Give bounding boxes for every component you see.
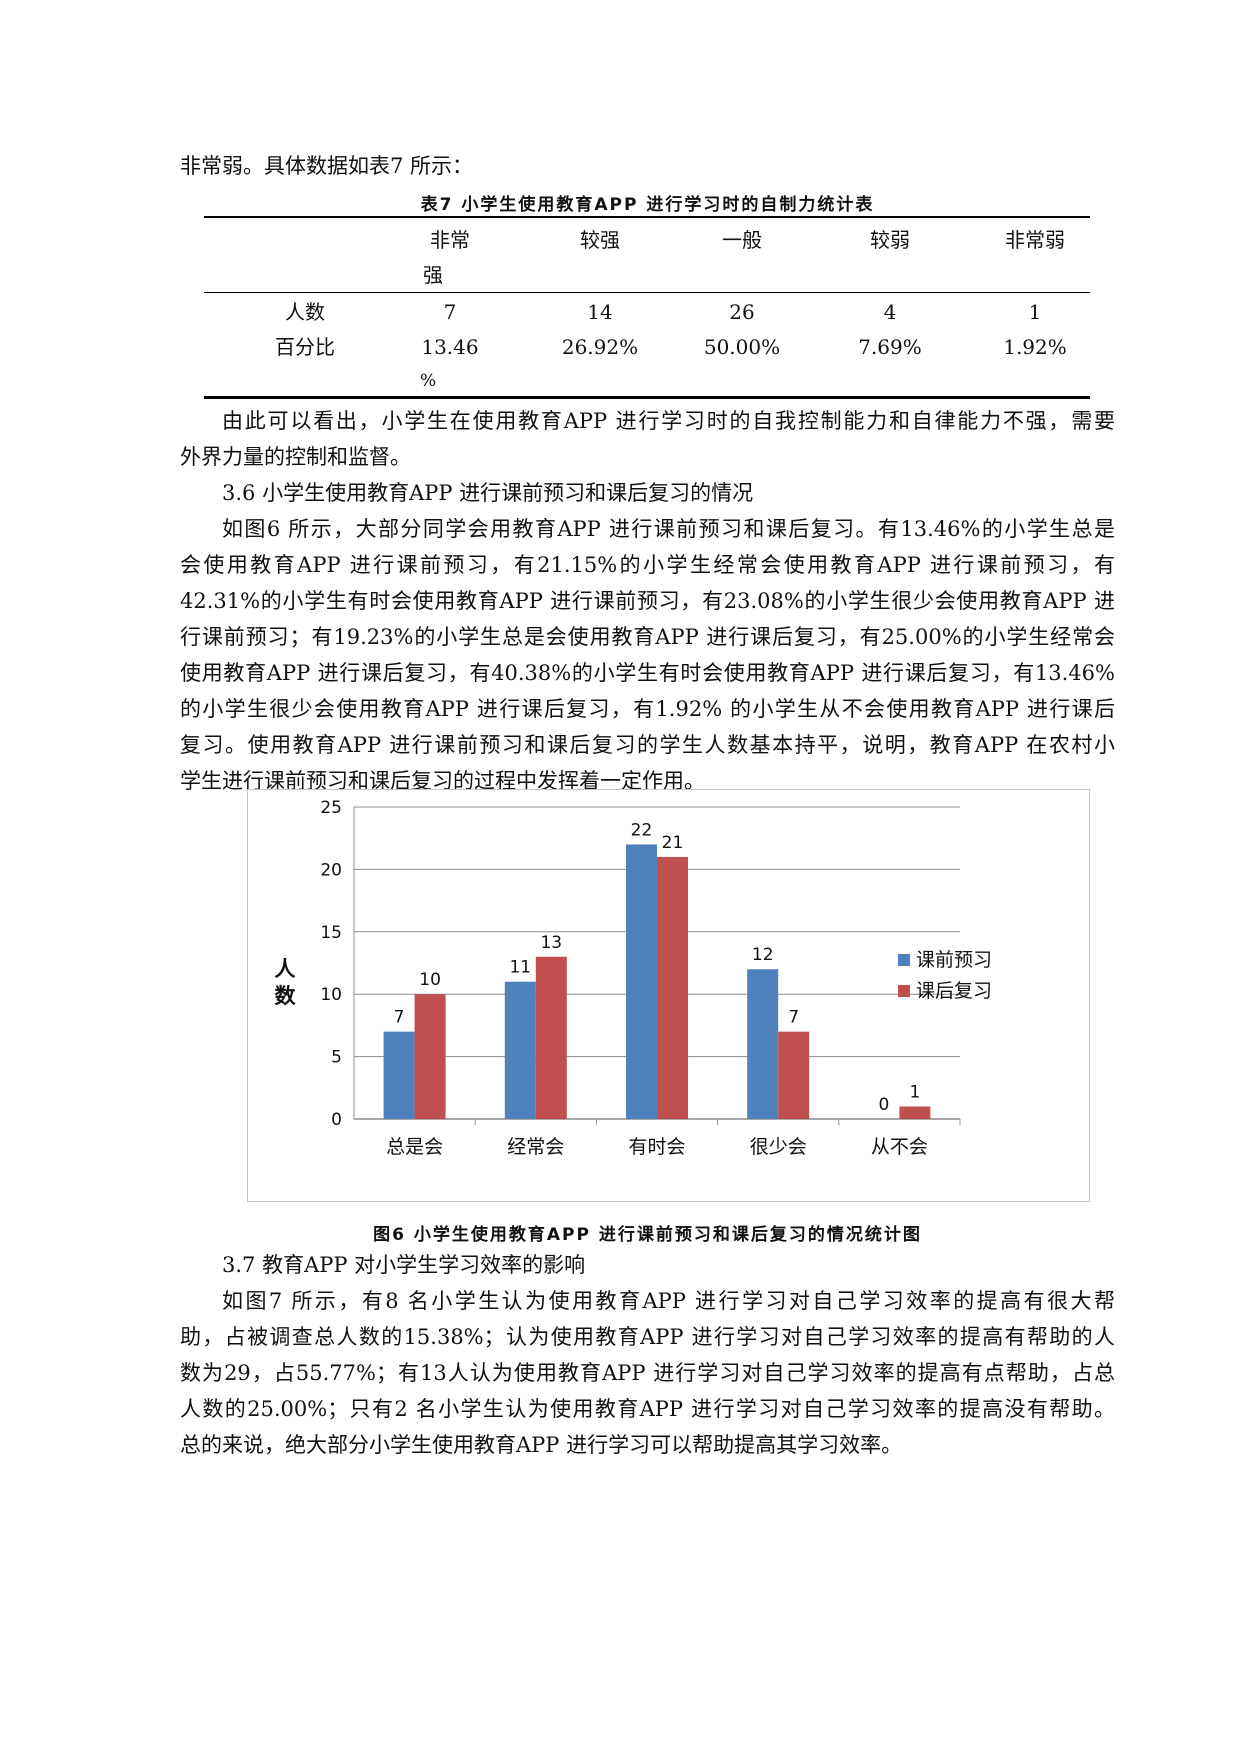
data-label-0-2: 22 <box>631 820 653 840</box>
count-strong: 14 <box>587 300 613 324</box>
bar-0-0 <box>383 1031 415 1119</box>
section-3-7-line-1: 如图7 所示，有8 名小学生认为使用教育APP 进行学习对自己学习效率的提高有很… <box>222 1289 1115 1313</box>
y-tick-label-5: 5 <box>331 1048 342 1068</box>
count-very-strong: 7 <box>443 300 457 324</box>
percent-strong: 26.92% <box>561 335 639 359</box>
bar-1-1 <box>535 956 567 1119</box>
bar-1-2 <box>657 856 688 1119</box>
table-top-rule <box>204 216 1090 218</box>
x-tick-label-1: 经常会 <box>507 1136 564 1158</box>
intro-line: 非常弱。具体数据如表7 所示： <box>180 154 474 178</box>
x-tick-label-3: 很少会 <box>750 1136 807 1158</box>
x-tick-label-4: 从不会 <box>871 1136 928 1158</box>
x-tick-label-2: 有时会 <box>628 1136 685 1158</box>
x-tick-label-0: 总是会 <box>386 1136 443 1158</box>
bar-chart-svg: 0510152025人数总是会710经常会1113有时会2221很少会127从不… <box>275 798 993 1158</box>
section-3-6-line-7: 复习。使用教育APP 进行课前预习和课后复习的学生人数基本持平，说明，教育APP… <box>180 733 1115 757</box>
bar-0-2 <box>626 844 657 1119</box>
figure6-chart: 0 5 10 15 20 25 人数总是会 7 10 经常会 11 13 有时会 22 21 很少会 12 7 从不… <box>247 789 1090 1202</box>
percent-very-strong: 13.46 <box>421 335 479 359</box>
section-3-6-line-5: 使用教育APP 进行课后复习，有40.38%的小学生有时会使用教育APP 进行课… <box>180 661 1115 685</box>
section-3-6-line-6: 的小学生很少会使用教育APP 进行课后复习，有1.92% 的小学生从不会使用教育… <box>180 697 1115 721</box>
y-axis-label-char-1: 数 <box>275 984 297 1008</box>
section-3-6-line-4: 行课前预习；有19.23%的小学生总是会使用教育APP 进行课后复习，有25.0… <box>180 625 1115 649</box>
count-average: 26 <box>729 300 755 324</box>
section-3-7-heading: 3.7 教育APP 对小学生学习效率的影响 <box>222 1253 586 1277</box>
bar-0-3 <box>747 969 779 1119</box>
section-3-7-line-5: 总的来说，绝大部分小学生使用教育APP 进行学习可以帮助提高其学习效率。 <box>180 1433 903 1457</box>
bar-1-4 <box>899 1106 931 1119</box>
figure6-caption: 图6 小学生使用教育APP 进行课前预习和课后复习的情况统计图 <box>373 1225 922 1245</box>
table7-caption: 表7 小学生使用教育APP 进行学习时的自制力统计表 <box>420 195 875 215</box>
conclusion-line-2: 外界力量的控制和监督。 <box>180 445 411 469</box>
y-tick-label-25: 25 <box>320 798 342 818</box>
bar-1-0 <box>414 994 446 1119</box>
count-weak: 4 <box>883 300 897 324</box>
data-label-0-3: 12 <box>752 945 774 965</box>
table-mid-rule <box>204 292 1090 293</box>
y-tick-label-0: 0 <box>331 1110 342 1130</box>
percent-very-weak: 1.92% <box>1003 335 1067 359</box>
legend-swatch-0 <box>898 954 910 966</box>
data-label-0-0: 7 <box>394 1008 405 1028</box>
data-label-1-2: 21 <box>662 833 684 853</box>
table-header-1-wrap: 强 <box>423 263 443 287</box>
count-very-weak: 1 <box>1028 300 1042 324</box>
section-3-6-heading: 3.6 小学生使用教育APP 进行课前预习和课后复习的情况 <box>222 481 754 505</box>
row-label-percent: 百分比 <box>275 335 335 359</box>
data-label-0-1: 11 <box>509 958 531 978</box>
data-label-1-0: 10 <box>419 970 441 990</box>
row-label-count: 人数 <box>285 300 325 324</box>
legend-label-0: 课前预习 <box>916 949 992 971</box>
table-header-2: 较强 <box>580 228 620 252</box>
table-header-4: 较弱 <box>870 228 910 252</box>
table-bottom-rule <box>204 396 1090 399</box>
y-axis-label-char-0: 人 <box>275 957 296 981</box>
table-header-5: 非常弱 <box>1005 228 1065 252</box>
data-label-1-1: 13 <box>540 933 562 953</box>
y-tick-label-20: 20 <box>320 860 342 880</box>
data-label-1-4: 1 <box>909 1083 920 1103</box>
section-3-7-line-3: 数为29，占55.77%；有13人认为使用教育APP 进行学习对自己学习效率的提… <box>180 1361 1115 1385</box>
percent-average: 50.00% <box>703 335 781 359</box>
section-3-7-line-2: 助，占被调查总人数的15.38%；认为使用教育APP 进行学习对自己学习效率的提… <box>180 1325 1115 1349</box>
table-header-3: 一般 <box>722 228 762 252</box>
data-label-1-3: 7 <box>788 1008 799 1028</box>
section-3-6-line-3: 42.31%的小学生有时会使用教育APP 进行课前预习，有23.08%的小学生很… <box>180 589 1115 613</box>
data-label-0-4: 0 <box>878 1095 889 1115</box>
percent-very-strong-wrap: % <box>420 371 437 391</box>
conclusion-line-1: 由此可以看出，小学生在使用教育APP 进行学习时的自我控制能力和自律能力不强，需… <box>222 409 1115 433</box>
bar-1-3 <box>778 1031 810 1119</box>
section-3-6-line-1: 如图6 所示，大部分同学会用教育APP 进行课前预习和课后复习。有13.46%的… <box>222 517 1115 541</box>
legend-swatch-1 <box>898 985 910 997</box>
percent-weak: 7.69% <box>858 335 922 359</box>
bar-0-1 <box>504 981 536 1119</box>
table-header-1: 非常 <box>430 228 470 252</box>
section-3-6-line-2: 会使用教育APP 进行课前预习，有21.15%的小学生经常会使用教育APP 进行… <box>180 553 1115 577</box>
y-tick-label-15: 15 <box>320 923 342 943</box>
section-3-7-line-4: 人数的25.00%；只有2 名小学生认为使用教育APP 进行学习对自己学习效率的… <box>180 1397 1115 1421</box>
y-tick-label-10: 10 <box>320 985 342 1005</box>
legend-label-1: 课后复习 <box>916 980 992 1002</box>
